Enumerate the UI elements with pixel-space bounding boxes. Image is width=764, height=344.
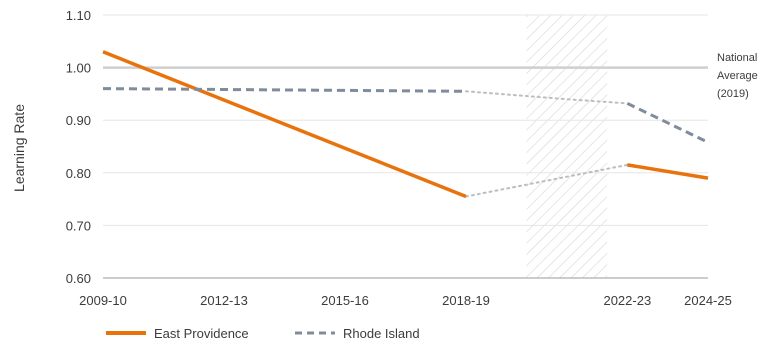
rhode-island-line-segment	[102, 87, 467, 93]
legend-item-rhode-island: Rhode Island	[295, 326, 420, 341]
x-tick-label: 2009-10	[79, 293, 127, 308]
legend-label: Rhode Island	[343, 326, 420, 341]
x-tick-label: 2024-25	[684, 293, 732, 308]
legend-label: East Providence	[154, 326, 249, 341]
east-providence-line-segment	[627, 163, 709, 180]
y-tick-label: 1.10	[66, 8, 91, 23]
y-tick-label: 1.00	[66, 61, 91, 76]
reference-line-label: Average	[717, 70, 758, 82]
y-axis-title: Learning Rate	[11, 104, 27, 192]
y-tick-label: 0.90	[66, 113, 91, 128]
east-providence-line-segment	[102, 50, 467, 199]
x-tick-label: 2015-16	[321, 293, 369, 308]
x-tick-label: 2022-23	[603, 293, 651, 308]
legend-item-east-providence: East Providence	[106, 326, 249, 341]
y-tick-label: 0.70	[66, 218, 91, 233]
rhode-island-line-segment	[626, 102, 709, 144]
y-tick-label: 0.80	[66, 166, 91, 181]
gap-band	[526, 15, 608, 278]
y-tick-label: 0.60	[66, 271, 91, 286]
reference-line-label: National	[717, 52, 757, 64]
reference-line-label: (2019)	[717, 88, 749, 100]
x-tick-label: 2018-19	[442, 293, 490, 308]
rhode-island-gap-connector	[465, 90, 629, 105]
x-tick-label: 2012-13	[200, 293, 248, 308]
